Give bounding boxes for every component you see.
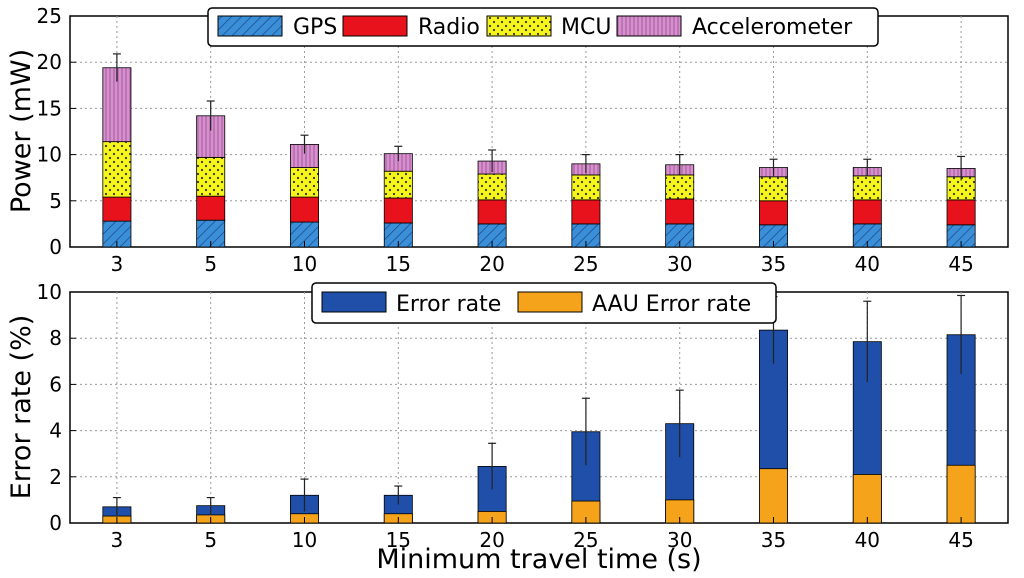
error-y-ticks: 0 2 4 6 8 10 (37, 280, 76, 535)
power-xtick-label: 5 (204, 252, 217, 276)
power-xtick-label: 30 (667, 252, 692, 276)
aau-error-rate-bar (946, 464, 976, 524)
error-xtick-label: 10 (292, 528, 317, 552)
mcu-bar (665, 174, 695, 200)
power-xtick-label: 40 (855, 252, 880, 276)
legend-swatch-mcu (486, 15, 552, 37)
radio-bar (759, 200, 788, 226)
power-xtick-label: 3 (111, 252, 124, 276)
mcu-bar (290, 167, 319, 198)
error-ytick-label: 2 (49, 465, 62, 489)
error-xtick-label: 35 (761, 528, 786, 552)
power-xtick-label: 25 (573, 252, 598, 276)
error-bars (102, 329, 976, 524)
legend-swatch-accelerometer (616, 15, 682, 37)
power-ytick-label: 5 (49, 189, 62, 213)
power-legend: GPS Radio MCU Accelerometer (207, 7, 879, 47)
legend-label-mcu: MCU (561, 15, 611, 40)
x-axis-label: Minimum travel time (s) (376, 544, 701, 575)
radio-bar (571, 199, 601, 225)
error-xtick-label: 30 (667, 528, 692, 552)
power-ytick-label: 25 (37, 4, 62, 28)
power-y-axis-label: Power (mW) (6, 49, 37, 213)
mcu-bar (759, 176, 788, 202)
legend-swatch-error-rate (321, 291, 387, 313)
mcu-bar (196, 156, 226, 197)
aau-error-rate-bar (852, 474, 882, 524)
error-ytick-label: 6 (49, 372, 62, 396)
error-ytick-label: 0 (49, 511, 62, 535)
radio-bar (946, 199, 976, 226)
radio-bar (852, 199, 882, 225)
power-ytick-label: 20 (37, 50, 62, 74)
error-legend: Error rate AAU Error rate (311, 282, 777, 324)
power-xtick-label: 15 (386, 252, 411, 276)
mcu-bar (102, 141, 132, 198)
error-ytick-label: 4 (49, 419, 62, 443)
legend-label-accelerometer: Accelerometer (692, 15, 853, 40)
aau-error-rate-bar (759, 468, 788, 524)
radio-bar (290, 196, 319, 223)
radio-bar (477, 199, 507, 225)
mcu-bar (383, 170, 413, 199)
radio-bar (383, 197, 413, 224)
power-y-ticks: 0 5 10 15 20 25 (37, 4, 76, 259)
power-x-ticks: 3 5 10 15 20 25 30 35 40 45 (111, 241, 974, 276)
error-x-ticks: 3 5 10 15 20 25 30 35 40 45 (111, 517, 974, 552)
error-xtick-label: 15 (386, 528, 411, 552)
error-xtick-label: 25 (573, 528, 598, 552)
power-ytick-label: 0 (49, 235, 62, 259)
power-xtick-label: 20 (479, 252, 504, 276)
error-xtick-label: 40 (855, 528, 880, 552)
legend-swatch-gps (217, 15, 283, 37)
legend-swatch-aau-error-rate (517, 291, 583, 313)
power-xtick-label: 10 (292, 252, 317, 276)
error-xtick-label: 3 (111, 528, 124, 552)
error-ytick-label: 10 (37, 280, 62, 304)
radio-bar (665, 198, 695, 225)
mcu-bar (571, 174, 601, 201)
radio-bar (102, 196, 132, 222)
mcu-bar (852, 175, 882, 201)
error-error-bars (112, 294, 966, 517)
radio-bar (196, 195, 226, 221)
power-ytick-label: 10 (37, 143, 62, 167)
mcu-bar (477, 173, 507, 201)
error-ytick-label: 8 (49, 326, 62, 350)
error-y-axis-label: Error rate (%) (6, 315, 37, 500)
power-xtick-label: 35 (761, 252, 786, 276)
legend-swatch-radio (342, 15, 408, 37)
legend-label-aau-error-rate: AAU Error rate (592, 292, 751, 317)
legend-label-gps: GPS (293, 15, 337, 40)
power-error-bars (112, 53, 966, 181)
legend-label-error-rate: Error rate (396, 292, 501, 317)
error-xtick-label: 45 (948, 528, 973, 552)
error-xtick-label: 20 (479, 528, 504, 552)
error-xtick-label: 5 (204, 528, 217, 552)
power-xtick-label: 45 (948, 252, 973, 276)
power-ytick-label: 15 (37, 96, 62, 120)
power-bars (102, 67, 976, 248)
legend-label-radio: Radio (418, 15, 480, 40)
